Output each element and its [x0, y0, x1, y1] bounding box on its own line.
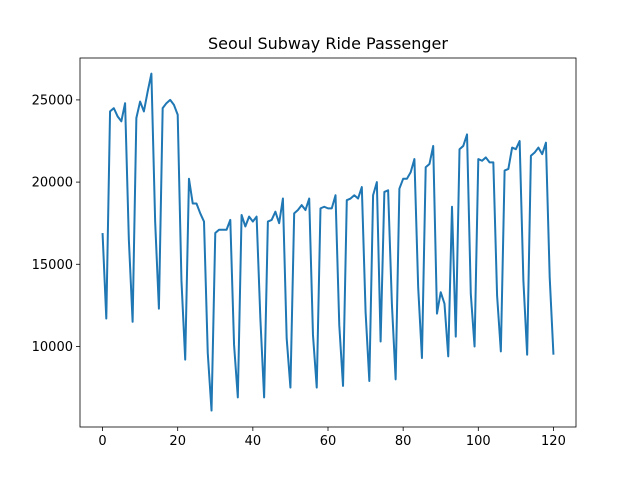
y-tick-label: 10000	[32, 340, 73, 355]
axes-frame	[79, 57, 577, 428]
chart-title: Seoul Subway Ride Passenger	[208, 34, 448, 53]
y-tick-label: 20000	[32, 176, 73, 191]
x-tick-label: 0	[98, 434, 106, 449]
x-tick-label: 80	[395, 434, 412, 449]
series-line	[101, 72, 555, 412]
y-tick-label: 25000	[32, 93, 73, 108]
x-tick-label: 100	[466, 434, 491, 449]
y-tick-label: 15000	[32, 258, 73, 273]
x-tick-label: 40	[245, 434, 262, 449]
x-tick-label: 20	[169, 434, 186, 449]
x-tick-label: 120	[541, 434, 566, 449]
plot-area: 0 20 40 60 80 100 120 10000 15000 20000 25000	[32, 57, 577, 449]
x-tick-label: 60	[320, 434, 337, 449]
